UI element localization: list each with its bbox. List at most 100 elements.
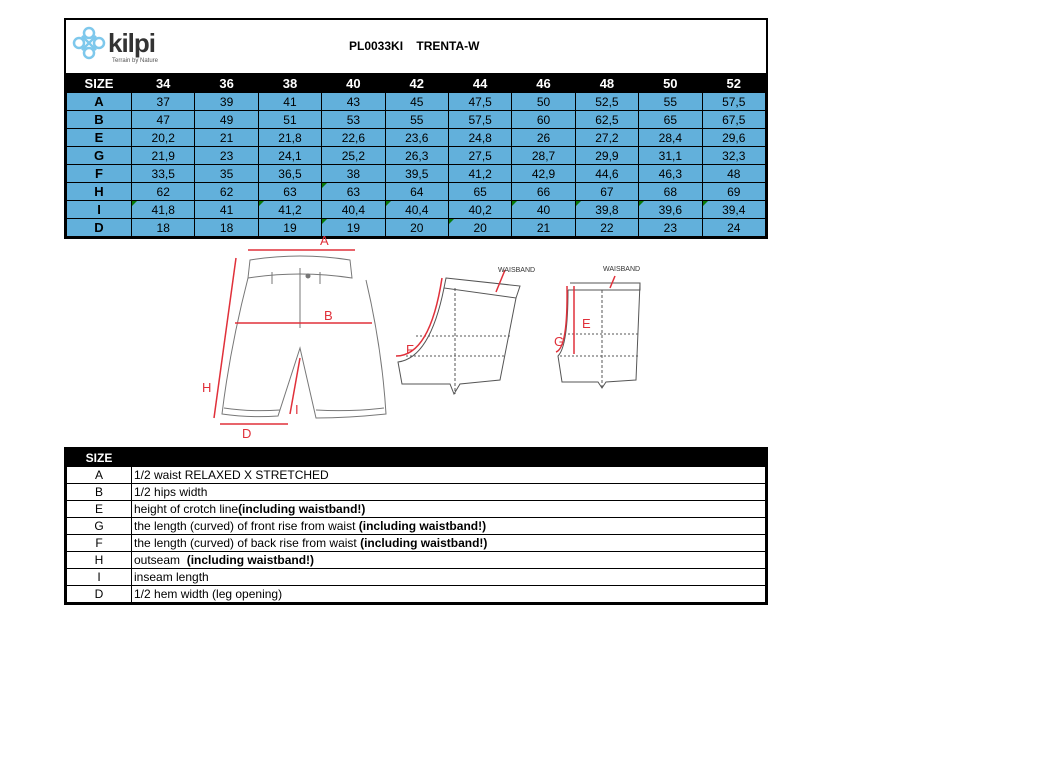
cell-value: 44,6 bbox=[595, 166, 619, 181]
comment-indicator-icon bbox=[702, 201, 708, 206]
cell-value: 40,4 bbox=[405, 202, 429, 217]
legend-text: the length (curved) of back rise from wa… bbox=[134, 535, 361, 550]
measurement-cell: 18 bbox=[130, 218, 196, 237]
legend-description: 1/2 hips width bbox=[131, 483, 766, 501]
cell-value: 20 bbox=[410, 220, 424, 235]
cell-value: 22 bbox=[600, 220, 614, 235]
cell-value: 19 bbox=[346, 220, 361, 235]
measurement-cell: 44,6 bbox=[574, 164, 640, 183]
cell-value: 25,2 bbox=[341, 148, 366, 163]
cell-value: 41,2 bbox=[278, 202, 302, 217]
cell-value: 26 bbox=[536, 130, 551, 145]
waistband-label-front: WAISBAND bbox=[603, 266, 640, 273]
cell-value: 31,1 bbox=[658, 148, 682, 163]
measurement-cell: 62 bbox=[194, 182, 259, 201]
cell-value: 69 bbox=[727, 184, 741, 199]
measurement-cell: 60 bbox=[511, 110, 576, 129]
cell-value: 39 bbox=[219, 94, 234, 109]
measurement-cell: 26 bbox=[511, 128, 576, 147]
legend-header-blank bbox=[131, 449, 766, 467]
legend-text: inseam length bbox=[134, 569, 209, 584]
legend-header-row: SIZE bbox=[66, 449, 766, 467]
cell-value: 23,6 bbox=[405, 130, 429, 145]
brand-name: kilpi bbox=[108, 28, 156, 58]
cell-value: 40,2 bbox=[468, 202, 492, 217]
size-header-row: SIZE 34 36 38 40 42 44 46 48 50 52 bbox=[66, 74, 767, 93]
legend-description: outseam (including waistband!) bbox=[131, 551, 766, 569]
size-header-label: SIZE bbox=[66, 74, 132, 93]
measurement-cell: 23 bbox=[638, 218, 703, 237]
measurement-cell: 40,4 bbox=[321, 200, 386, 219]
size-column-header: 50 bbox=[638, 74, 703, 93]
measurement-cell: 19 bbox=[257, 218, 323, 237]
cell-value: 62 bbox=[219, 184, 234, 199]
legend-note: (including waistband!) bbox=[186, 552, 315, 567]
cell-value: 37 bbox=[156, 94, 170, 109]
cell-value: 45 bbox=[410, 94, 424, 109]
cell-value: 21 bbox=[536, 220, 551, 235]
measurement-cell: 55 bbox=[638, 92, 703, 111]
measurement-cell: 36,5 bbox=[257, 164, 323, 183]
cell-value: 27,5 bbox=[468, 148, 492, 163]
cell-value: 67 bbox=[600, 184, 614, 199]
measurement-cell: 66 bbox=[511, 182, 576, 201]
table-row: D 18 18 19 19 20 20 21 22 23 24 bbox=[66, 218, 767, 237]
label-h: H bbox=[202, 380, 211, 395]
cell-value: 47,5 bbox=[468, 94, 492, 109]
cell-value: 60 bbox=[536, 112, 551, 127]
measurement-cell: 39,5 bbox=[384, 164, 449, 183]
measurement-cell: 39,6 bbox=[638, 200, 703, 219]
measurement-cell: 29,6 bbox=[701, 128, 767, 147]
cell-value: 50 bbox=[536, 94, 551, 109]
product-title: PL0033KI TRENTA-W bbox=[349, 39, 480, 53]
measurement-cell: 41 bbox=[194, 200, 259, 219]
measurement-cell: 24,1 bbox=[257, 146, 323, 165]
table-row: H 62 62 63 63 64 65 66 67 68 69 bbox=[66, 182, 767, 201]
measurement-cell: 25,2 bbox=[321, 146, 386, 165]
waistband-label-back: WAISBAND bbox=[498, 267, 535, 274]
cell-value: 51 bbox=[283, 112, 297, 127]
comment-indicator-icon bbox=[385, 201, 391, 206]
row-label: I bbox=[66, 200, 132, 219]
row-label: E bbox=[66, 128, 132, 147]
legend-text: 1/2 waist RELAXED X STRETCHED bbox=[134, 467, 329, 482]
cell-value: 55 bbox=[663, 94, 677, 109]
measurement-cell: 67,5 bbox=[701, 110, 767, 129]
legend-text: 1/2 hips width bbox=[134, 484, 208, 499]
comment-indicator-icon bbox=[448, 219, 454, 224]
cell-value: 66 bbox=[536, 184, 551, 199]
measurement-cell: 57,5 bbox=[447, 110, 513, 129]
measurement-cell: 47,5 bbox=[447, 92, 513, 111]
shorts-front-drawing bbox=[221, 255, 387, 419]
legend-description: inseam length bbox=[131, 568, 766, 586]
measurement-cell: 33,5 bbox=[130, 164, 196, 183]
cell-value: 29,6 bbox=[722, 130, 746, 145]
measurement-cell: 41,8 bbox=[130, 200, 196, 219]
cell-value: 22,6 bbox=[341, 130, 366, 145]
measurement-cell: 64 bbox=[384, 182, 449, 201]
measurement-cell: 31,1 bbox=[638, 146, 703, 165]
legend-header-label: SIZE bbox=[66, 449, 132, 467]
comment-indicator-icon bbox=[512, 201, 518, 206]
measurement-cell: 48 bbox=[701, 164, 767, 183]
legend-description: the length (curved) of front rise from w… bbox=[131, 517, 766, 535]
measurement-cell: 45 bbox=[384, 92, 449, 111]
cell-value: 39,4 bbox=[722, 202, 746, 217]
cell-value: 24,1 bbox=[278, 148, 302, 163]
cell-value: 57,5 bbox=[722, 94, 746, 109]
table-row: F 33,5 35 36,5 38 39,5 41,2 42,9 44,6 46,3 48 bbox=[66, 164, 767, 183]
legend-description: 1/2 waist RELAXED X STRETCHED bbox=[131, 466, 766, 484]
cell-value: 23 bbox=[219, 148, 234, 163]
cell-value: 63 bbox=[346, 184, 361, 199]
measurement-cell: 27,5 bbox=[447, 146, 513, 165]
measurement-cell: 62,5 bbox=[574, 110, 640, 129]
legend-row: B 1/2 hips width bbox=[66, 483, 766, 501]
table-row: I 41,8 41 41,2 40,4 40,4 40,2 40 39,8 39,6 39,4 bbox=[66, 200, 767, 219]
measurement-cell: 23,6 bbox=[384, 128, 449, 147]
legend-row: D 1/2 hem width (leg opening) bbox=[66, 585, 766, 603]
cell-value: 39,5 bbox=[405, 166, 429, 181]
cell-value: 18 bbox=[156, 220, 170, 235]
measurement-cell: 40,4 bbox=[384, 200, 449, 219]
cell-value: 21 bbox=[219, 130, 234, 145]
